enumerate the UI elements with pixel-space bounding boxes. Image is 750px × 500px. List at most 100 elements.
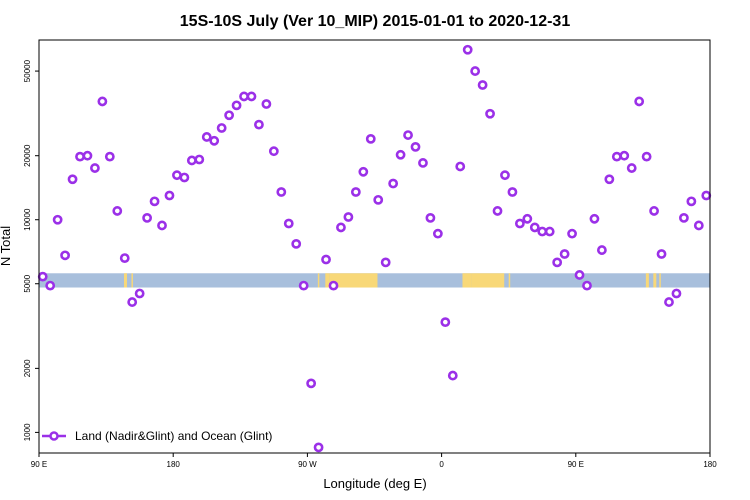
data-point — [671, 288, 682, 299]
data-point — [306, 378, 317, 389]
land-band-segment — [471, 273, 505, 288]
data-point — [313, 442, 324, 453]
land-band-segment — [325, 273, 330, 288]
data-point — [500, 170, 510, 181]
y-axis-label: N Total — [0, 226, 13, 266]
data-point — [626, 163, 637, 173]
data-point — [440, 317, 451, 328]
land-ocean-band — [39, 273, 710, 288]
data-point — [261, 99, 272, 109]
data-point — [552, 257, 563, 268]
data-point — [328, 280, 339, 291]
data-point — [410, 142, 421, 152]
data-point — [224, 110, 235, 121]
data-point — [358, 166, 369, 177]
data-point — [634, 96, 645, 107]
data-point — [350, 187, 361, 197]
data-point — [52, 214, 63, 225]
data-point — [485, 108, 495, 119]
data-point — [164, 190, 175, 201]
data-point — [112, 206, 123, 216]
data-point — [582, 280, 592, 291]
data-point — [67, 174, 78, 185]
data-point — [537, 226, 548, 237]
data-point — [373, 194, 384, 205]
data-point — [477, 80, 488, 90]
data-point — [559, 249, 570, 259]
x-tick-label: 90 E — [31, 460, 47, 469]
data-point — [45, 280, 56, 291]
data-point — [514, 218, 525, 229]
data-point — [656, 249, 667, 259]
y-tick-label: 5000 — [23, 274, 32, 292]
data-point — [127, 297, 138, 307]
data-point — [246, 91, 257, 102]
data-point — [75, 151, 85, 162]
axes: 90 E 180 90 W 0 90 E 180 1000 2000 5000 10000 2000… — [23, 59, 717, 469]
data-point — [172, 170, 182, 181]
data-point — [276, 187, 287, 197]
plot-frame — [38, 39, 711, 454]
legend-marker-swatch — [49, 431, 59, 441]
data-point — [201, 132, 212, 142]
data-point — [455, 161, 466, 172]
y-tick-label: 50000 — [23, 59, 32, 82]
land-band-segment — [317, 273, 320, 288]
data-point — [544, 226, 555, 237]
land-band-segment — [123, 273, 127, 288]
data-point — [321, 254, 331, 265]
chart-title: 15S-10S July (Ver 10_MIP) 2015-01-01 to … — [180, 13, 571, 30]
x-tick-label: 0 — [439, 460, 444, 469]
data-point — [97, 96, 108, 107]
data-point — [693, 220, 704, 231]
y-tick-label: 10000 — [23, 208, 32, 231]
y-tick-label: 1000 — [23, 423, 32, 441]
legend-entry-label: Land (Nadir&Glint) and Ocean (Glint) — [75, 429, 272, 443]
y-tick-label: 2000 — [23, 359, 32, 377]
data-point — [119, 253, 130, 264]
data-point — [254, 119, 264, 130]
data-point — [209, 135, 220, 146]
data-point — [343, 212, 354, 222]
data-point — [522, 213, 533, 224]
data-point — [268, 146, 279, 157]
data-point — [239, 91, 249, 102]
data-point — [462, 44, 473, 55]
land-band-segment — [462, 273, 472, 288]
data-point — [283, 218, 294, 229]
data-points — [37, 44, 712, 453]
data-point — [216, 123, 227, 133]
data-point — [37, 271, 48, 282]
data-point — [470, 66, 481, 76]
data-point — [186, 155, 197, 166]
data-point — [447, 370, 458, 381]
data-point — [388, 178, 399, 189]
data-point — [611, 151, 622, 162]
data-point — [679, 212, 689, 223]
data-point — [664, 297, 674, 307]
data-point — [507, 187, 518, 197]
data-point — [380, 257, 391, 268]
land-band-segment — [131, 273, 133, 288]
land-band-segment — [329, 273, 378, 288]
land-band-segment — [659, 273, 661, 288]
x-tick-label: 180 — [703, 460, 717, 469]
land-band-segment — [653, 273, 657, 288]
data-point — [619, 150, 630, 161]
data-point — [649, 206, 659, 216]
data-point — [60, 250, 70, 261]
data-point — [529, 222, 540, 233]
data-point — [231, 100, 242, 111]
x-axis-label: Longitude (deg E) — [323, 476, 426, 491]
x-tick-label: 90 E — [568, 460, 584, 469]
data-point — [432, 228, 443, 239]
data-point — [157, 220, 167, 231]
y-tick-label: 20000 — [23, 144, 32, 167]
data-point — [492, 206, 503, 216]
data-point — [596, 245, 607, 255]
data-point — [701, 190, 712, 201]
data-point — [589, 213, 600, 224]
data-point — [179, 172, 190, 183]
